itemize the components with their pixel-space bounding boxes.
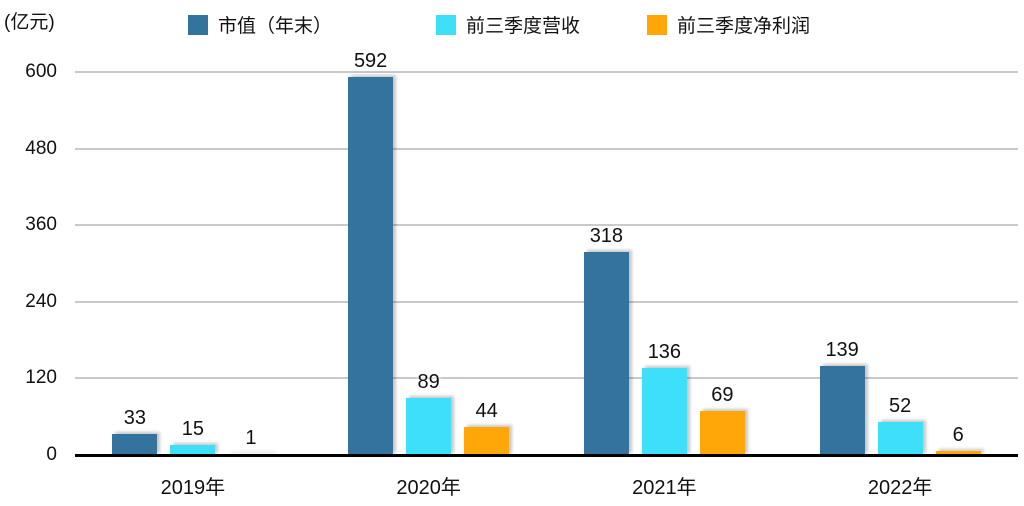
legend-swatch-net-profit	[647, 14, 667, 35]
bar-revenue-2019年	[170, 445, 216, 455]
bar-value-label: 15	[181, 418, 204, 440]
y-tick-label: 600	[25, 61, 57, 82]
bar-net-profit-2020年	[464, 427, 510, 455]
legend-item-market-cap: 市值（年末）	[188, 11, 332, 38]
legend-label-net-profit: 前三季度净利润	[677, 16, 811, 37]
bar-value-label: 592	[353, 50, 388, 72]
x-axis-label: 2022年	[867, 477, 933, 499]
gridline-360	[75, 224, 1018, 227]
gridline-120	[75, 377, 1018, 380]
bar-value-label: 1	[245, 427, 257, 449]
x-axis-label: 2021年	[632, 477, 697, 499]
x-axis-line	[75, 454, 1018, 457]
legend-item-net-profit: 前三季度净利润	[647, 11, 810, 38]
y-tick-label: 120	[25, 367, 57, 389]
y-tick-label: 480	[25, 137, 57, 159]
bar-net-profit-2021年	[699, 411, 745, 455]
bar-value-label: 139	[825, 339, 859, 361]
legend-label-market-cap: 市值（年末）	[218, 16, 333, 37]
x-axis-label: 2019年	[160, 477, 226, 499]
bar-value-label: 136	[647, 341, 682, 363]
gridline-240	[75, 300, 1018, 303]
bar-market-cap-2020年	[348, 77, 394, 455]
legend-item-revenue: 前三季度营收	[436, 11, 580, 38]
bar-revenue-2020年	[406, 398, 452, 455]
y-tick-label: 0	[46, 444, 57, 465]
gridline-600	[75, 71, 1018, 73]
bar-revenue-2021年	[641, 368, 687, 455]
bar-net-profit-2022年	[935, 451, 981, 455]
bar-value-label: 318	[589, 225, 624, 247]
bar-market-cap-2022年	[819, 366, 865, 455]
bar-value-label: 69	[711, 384, 734, 406]
legend-label-revenue: 前三季度营收	[466, 16, 581, 37]
gridline-480	[75, 147, 1018, 150]
x-axis-label: 2020年	[396, 477, 461, 499]
y-tick-label: 360	[25, 214, 57, 236]
bar-value-label: 6	[952, 424, 964, 446]
y-tick-label: 240	[25, 290, 57, 312]
bar-revenue-2022年	[877, 422, 923, 455]
legend-swatch-revenue	[436, 14, 456, 35]
y-axis-unit-label: (亿元)	[4, 12, 55, 33]
bar-value-label: 44	[475, 400, 498, 422]
bar-value-label: 52	[889, 395, 912, 417]
legend-swatch-market-cap	[188, 14, 208, 35]
bar-market-cap-2019年	[112, 434, 158, 455]
bar-value-label: 89	[417, 371, 440, 393]
bar-value-label: 33	[123, 407, 146, 429]
bar-market-cap-2021年	[583, 252, 629, 455]
